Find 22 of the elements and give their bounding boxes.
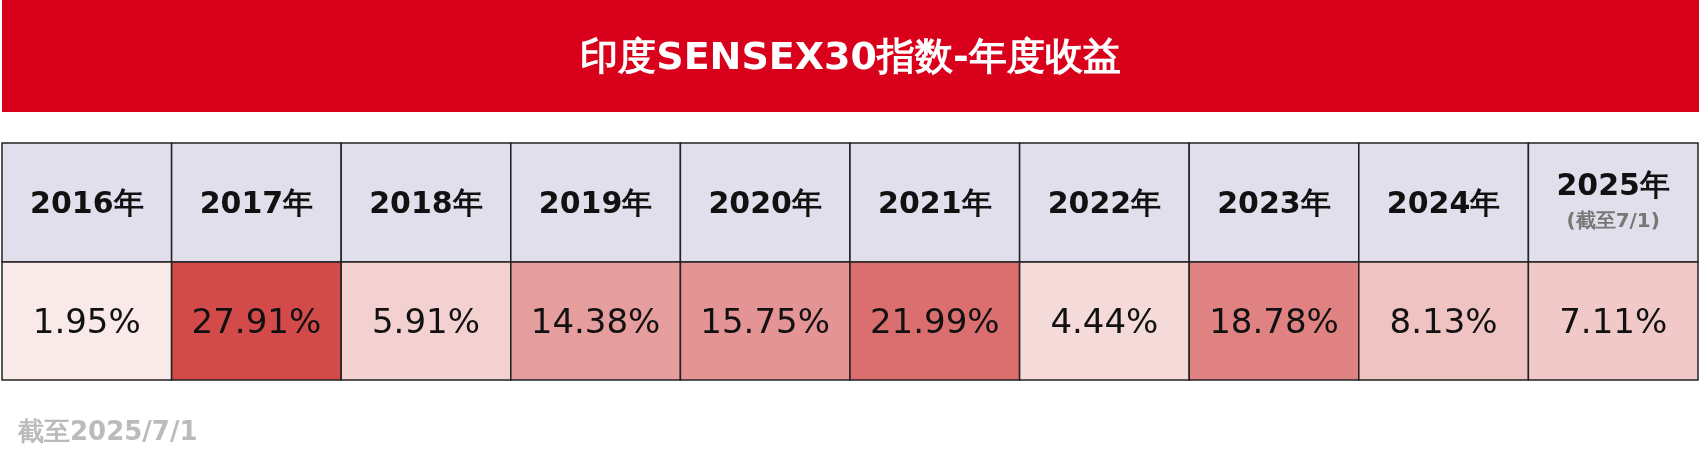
x-tick-label: 2025年 (截至7/1) bbox=[1556, 166, 1670, 232]
data-label: 8.13% bbox=[1389, 301, 1498, 341]
data-label: 14.38% bbox=[530, 301, 661, 341]
x-tick-label: 2018年 bbox=[369, 185, 483, 220]
x-tick-label: 2019年 bbox=[538, 185, 653, 220]
x-tick-label: 2023年 bbox=[1217, 185, 1331, 220]
x-tick-label: 2021年 bbox=[878, 185, 992, 220]
text: 截至2025/7/1 bbox=[17, 416, 198, 446]
x-tick-label: 2020年 bbox=[708, 185, 822, 220]
data-label: 7.11% bbox=[1559, 301, 1668, 341]
x-tick-label: 2016年 bbox=[30, 185, 144, 220]
chart-title: 印度SENSEX30指数-年度收益 bbox=[580, 34, 1121, 78]
data-label: 5.91% bbox=[371, 301, 481, 341]
data-label: 21.99% bbox=[869, 301, 1000, 341]
x-tick-label: 2024年 bbox=[1386, 185, 1501, 220]
x-tick-label: 2017年 bbox=[199, 185, 314, 220]
data-label: 27.91% bbox=[191, 301, 322, 341]
data-label: 18.78% bbox=[1209, 301, 1339, 341]
data-label: 15.75% bbox=[700, 301, 831, 341]
data-label: 4.44% bbox=[1050, 301, 1159, 341]
x-tick-label: 2022年 bbox=[1047, 185, 1162, 220]
data-label: 1.95% bbox=[32, 301, 141, 341]
